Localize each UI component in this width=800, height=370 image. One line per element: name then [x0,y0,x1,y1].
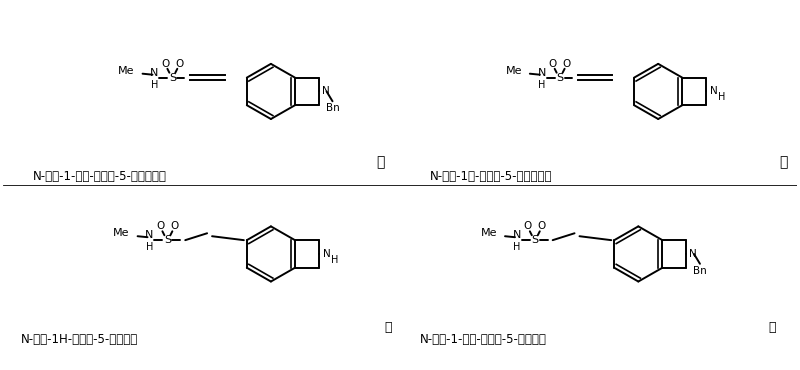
Text: Me: Me [506,66,522,76]
Text: N-甲基-1H-吲哚啉-5-乙磺酰胺: N-甲基-1H-吲哚啉-5-乙磺酰胺 [21,333,138,346]
Text: H: H [146,242,153,252]
Text: Me: Me [113,228,130,238]
Text: 、: 、 [376,155,384,169]
Text: H: H [331,255,338,265]
Text: 或: 或 [384,321,392,334]
Text: H: H [538,80,546,90]
Text: S: S [169,73,176,83]
Text: N: N [513,230,521,240]
Text: S: S [531,235,538,245]
Text: N-甲基-1氢-吲哚啉-5-乙烯磺酰胺: N-甲基-1氢-吲哚啉-5-乙烯磺酰胺 [430,170,552,183]
Text: S: S [556,73,563,83]
Text: N: N [710,87,718,97]
Text: N-甲基-1-苄基-吲哚啉-5-乙烯磺酰胺: N-甲基-1-苄基-吲哚啉-5-乙烯磺酰胺 [33,170,166,183]
Text: N-甲基-1-苄基-吲哚啉-5-乙磺酰胺: N-甲基-1-苄基-吲哚啉-5-乙磺酰胺 [420,333,546,346]
Text: O: O [162,59,170,69]
Text: N: N [538,68,546,78]
Text: O: O [549,59,557,69]
Text: O: O [562,59,570,69]
Text: H: H [150,80,158,90]
Text: 。: 。 [769,321,776,334]
Text: 、: 、 [779,155,787,169]
Text: Bn: Bn [326,103,339,113]
Text: O: O [524,221,532,231]
Text: O: O [175,59,183,69]
Text: N: N [322,87,330,97]
Text: H: H [514,242,521,252]
Text: O: O [156,221,165,231]
Text: Me: Me [118,66,134,76]
Text: N: N [146,230,154,240]
Text: S: S [164,235,171,245]
Text: Bn: Bn [693,266,707,276]
Text: H: H [718,92,726,102]
Text: O: O [170,221,178,231]
Text: N: N [150,68,158,78]
Text: N: N [322,249,330,259]
Text: N: N [689,249,697,259]
Text: Me: Me [481,228,497,238]
Text: O: O [538,221,546,231]
